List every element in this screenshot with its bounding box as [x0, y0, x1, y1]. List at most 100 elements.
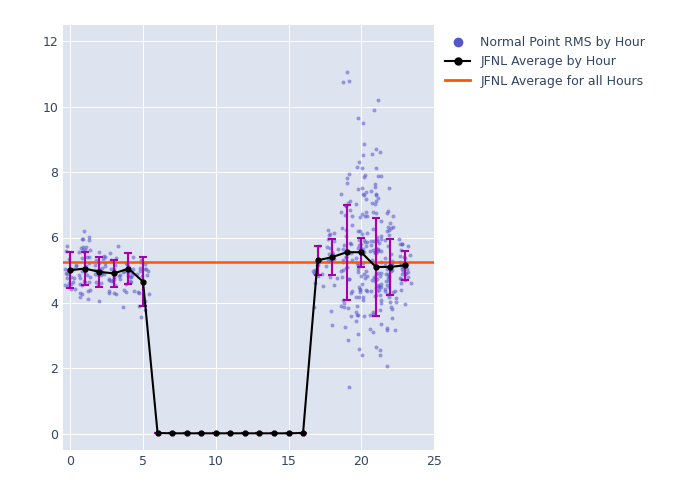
Point: [80, 244, 92, 252]
Point: [113, 242, 124, 250]
Point: [396, 240, 407, 248]
Point: [361, 272, 372, 280]
Point: [108, 275, 120, 283]
Point: [321, 262, 332, 270]
Point: [142, 267, 153, 275]
Point: [386, 260, 397, 268]
Point: [328, 228, 339, 236]
Point: [120, 288, 131, 296]
Point: [360, 267, 372, 275]
Point: [313, 272, 324, 280]
Point: [341, 264, 352, 272]
Point: [70, 262, 81, 270]
Point: [118, 286, 130, 294]
Point: [93, 260, 104, 268]
Point: [367, 150, 378, 158]
Point: [326, 307, 337, 315]
Point: [95, 268, 106, 276]
Point: [134, 267, 146, 275]
Point: [307, 267, 318, 275]
Point: [352, 226, 363, 234]
Point: [381, 226, 392, 234]
Point: [322, 235, 333, 243]
Point: [386, 266, 397, 274]
Point: [98, 270, 109, 278]
Point: [342, 174, 353, 182]
Point: [93, 264, 104, 272]
Point: [82, 286, 93, 294]
Point: [65, 280, 76, 288]
Point: [395, 274, 406, 282]
Point: [400, 269, 411, 277]
Point: [379, 254, 390, 262]
Point: [74, 292, 85, 300]
Point: [123, 266, 134, 274]
Point: [353, 244, 364, 252]
Point: [395, 260, 407, 268]
Point: [375, 282, 386, 290]
Point: [395, 279, 407, 287]
Point: [118, 303, 129, 311]
Point: [395, 246, 407, 254]
Point: [340, 202, 351, 209]
Point: [339, 299, 350, 307]
Point: [62, 266, 74, 274]
Point: [93, 297, 104, 305]
Point: [80, 268, 91, 276]
Point: [90, 266, 101, 274]
Point: [358, 190, 369, 198]
Point: [139, 265, 150, 273]
Point: [325, 256, 336, 264]
Point: [356, 272, 367, 280]
Point: [81, 271, 92, 279]
Point: [372, 194, 384, 202]
Point: [127, 271, 138, 279]
Point: [63, 280, 74, 287]
Point: [317, 282, 328, 290]
Point: [372, 280, 384, 288]
Point: [372, 269, 384, 277]
Point: [345, 206, 356, 214]
Point: [96, 269, 107, 277]
Point: [394, 235, 405, 243]
Point: [74, 270, 85, 278]
Point: [118, 268, 129, 276]
Point: [384, 184, 395, 192]
Point: [326, 257, 337, 265]
Point: [400, 270, 411, 278]
Point: [351, 311, 362, 319]
Point: [358, 270, 370, 278]
Point: [395, 240, 406, 248]
Point: [108, 278, 119, 285]
Point: [358, 190, 370, 198]
Point: [67, 264, 78, 272]
Point: [353, 283, 364, 291]
Point: [61, 274, 72, 282]
Point: [346, 240, 357, 248]
Point: [328, 255, 339, 263]
Point: [395, 258, 406, 266]
Point: [375, 172, 386, 180]
Point: [351, 254, 362, 262]
Point: [336, 190, 347, 198]
Point: [373, 239, 384, 247]
Point: [355, 247, 366, 255]
Point: [361, 287, 372, 295]
Point: [89, 261, 100, 269]
Point: [360, 208, 372, 216]
Point: [335, 302, 346, 310]
Point: [382, 207, 393, 215]
Point: [365, 325, 376, 333]
Point: [125, 273, 136, 281]
Point: [126, 278, 137, 286]
Point: [343, 170, 354, 178]
Point: [358, 248, 370, 256]
Point: [92, 268, 104, 276]
Point: [353, 261, 364, 269]
Point: [368, 273, 379, 281]
Point: [111, 254, 122, 262]
Point: [361, 212, 372, 220]
Point: [339, 241, 350, 249]
Point: [371, 209, 382, 217]
Point: [346, 312, 357, 320]
